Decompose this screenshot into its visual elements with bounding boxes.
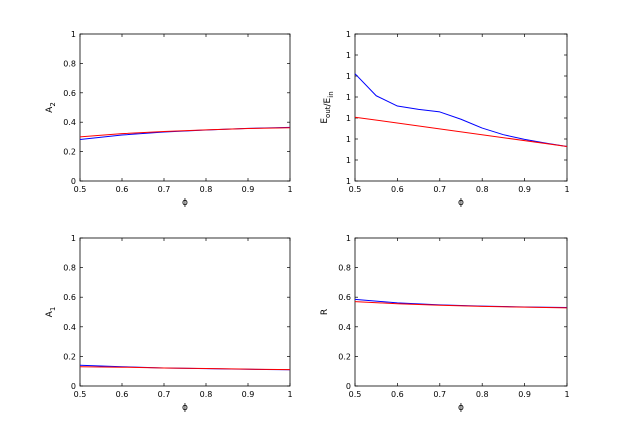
x-tick-label: 1 <box>287 390 292 399</box>
y-axis-label: Eout/Ein <box>320 91 335 123</box>
y-axis-label-part: A <box>45 310 55 317</box>
x-axis-label: ϕ <box>458 198 464 208</box>
series-line-2 <box>79 127 291 138</box>
y-axis-label-subscript: out <box>324 106 332 118</box>
y-tick-label: 0.4 <box>338 323 351 332</box>
y-axis-label-part: A <box>45 106 55 113</box>
x-tick-label: 1 <box>564 390 569 399</box>
series-line-1 <box>79 126 291 141</box>
y-tick-label: 0.6 <box>63 89 76 98</box>
y-tick-label: 0.4 <box>63 118 76 127</box>
y-tick-label: 1 <box>71 234 76 243</box>
y-tick-label: 1 <box>346 177 351 186</box>
y-tick-label: 0.6 <box>63 293 76 302</box>
x-tick-label: 0.7 <box>158 390 171 399</box>
plot-frame <box>354 33 568 182</box>
x-tick-label: 0.6 <box>391 390 404 399</box>
y-axis-label-subscript: 2 <box>49 102 57 106</box>
y-tick-label: 0.2 <box>63 148 76 157</box>
y-tick-label: 1 <box>346 93 351 102</box>
x-tick-label: 0.5 <box>349 185 362 194</box>
x-tick-label: 0.9 <box>518 185 531 194</box>
x-axis-label: ϕ <box>458 403 464 413</box>
y-axis-label-part: R <box>320 309 330 315</box>
y-axis-label-part: E <box>320 118 330 124</box>
y-axis-label-subscript: 1 <box>49 307 57 311</box>
chart-panel-4: 0.5 0.6 0.7 0.8 0.9 1 0 0.2 0.4 0.6 0.8 1 ϕ R <box>320 234 570 413</box>
y-axis-label-part: E <box>323 97 333 103</box>
y-axis-label: A1 <box>45 307 57 318</box>
y-axis-label-part: / <box>323 102 333 106</box>
y-tick-label: 0 <box>71 382 76 391</box>
x-tick-label: 0.6 <box>116 390 129 399</box>
x-tick-label: 0.7 <box>433 185 446 194</box>
x-axis-label: ϕ <box>182 198 188 208</box>
x-tick-label: 0.8 <box>200 185 213 194</box>
x-tick-label: 0.9 <box>242 185 255 194</box>
y-tick-label: 0.2 <box>338 352 351 361</box>
y-tick-label: 1 <box>346 234 351 243</box>
series-line-2 <box>79 366 291 371</box>
x-tick-label: 0.7 <box>158 185 171 194</box>
plot-frame <box>79 33 291 182</box>
x-tick-label: 0.8 <box>476 390 489 399</box>
y-tick-label: 1 <box>346 30 351 39</box>
x-tick-label: 0.9 <box>518 390 531 399</box>
x-tick-label: 0.5 <box>349 390 362 399</box>
x-tick-label: 0.9 <box>242 390 255 399</box>
y-tick-label: 1 <box>71 30 76 39</box>
y-tick-label: 0.8 <box>63 264 76 273</box>
y-tick-label: 0 <box>346 382 351 391</box>
x-tick-label: 1 <box>564 185 569 194</box>
x-tick-label: 0.8 <box>476 185 489 194</box>
y-tick-label: 1 <box>346 51 351 60</box>
y-tick-label: 1 <box>346 156 351 165</box>
series-line-2 <box>354 116 568 147</box>
y-tick-label: 1 <box>346 114 351 123</box>
y-tick-label: 1 <box>346 72 351 81</box>
chart-panel-1: 0.5 0.6 0.7 0.8 0.9 1 0 0.2 0.4 0.6 0.8 1 ϕ A2 <box>45 30 293 208</box>
y-tick-label: 0 <box>71 177 76 186</box>
y-axis-label: A2 <box>45 102 57 113</box>
x-tick-label: 0.5 <box>74 390 87 399</box>
x-tick-label: 0.8 <box>200 390 213 399</box>
y-axis-label: R <box>320 309 330 315</box>
y-tick-label: 0.6 <box>338 293 351 302</box>
x-tick-label: 0.6 <box>391 185 404 194</box>
plot-frame <box>79 237 291 387</box>
x-tick-label: 0.6 <box>116 185 129 194</box>
y-tick-label: 0.8 <box>338 264 351 273</box>
series-line-2 <box>354 301 568 309</box>
series-line-1 <box>354 73 568 147</box>
y-tick-label: 0.2 <box>63 352 76 361</box>
x-tick-label: 0.7 <box>433 390 446 399</box>
plot-frame <box>354 237 568 387</box>
y-tick-label: 0.8 <box>63 59 76 68</box>
y-tick-label: 1 <box>346 135 351 144</box>
x-tick-label: 1 <box>287 185 292 194</box>
x-axis-label: ϕ <box>182 403 188 413</box>
x-tick-label: 0.5 <box>74 185 87 194</box>
y-axis-label-subscript: in <box>327 91 335 97</box>
y-tick-label: 0.4 <box>63 323 76 332</box>
